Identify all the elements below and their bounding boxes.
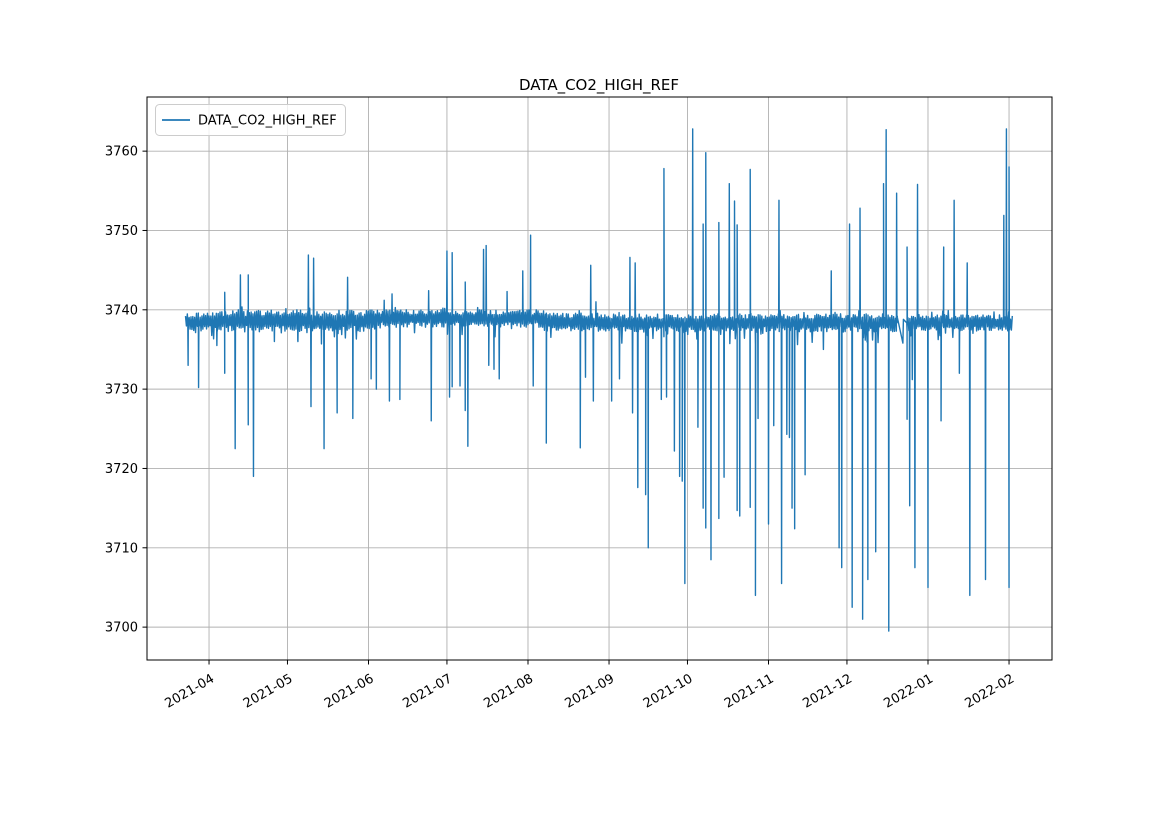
y-axis-tick-labels: 3700 3710 3720 3730 3740 3750 3760: [105, 145, 138, 636]
y-tick-label: 3710: [105, 541, 138, 556]
chart-title: DATA_CO2_HIGH_REF: [519, 76, 679, 95]
legend-label: DATA_CO2_HIGH_REF: [198, 114, 337, 129]
plot-area-border: [146, 96, 1053, 661]
series-line: [184, 128, 1013, 632]
axis-tick-marks: [142, 150, 1010, 665]
y-tick-label: 3760: [105, 145, 138, 160]
y-tick-label: 3700: [105, 621, 138, 636]
legend-box: DATA_CO2_HIGH_REF: [155, 104, 346, 136]
y-tick-label: 3740: [105, 303, 138, 318]
y-tick-label: 3750: [105, 224, 138, 239]
y-tick-label: 3720: [105, 462, 138, 477]
y-tick-label: 3730: [105, 383, 138, 398]
legend-frame: [155, 104, 346, 136]
